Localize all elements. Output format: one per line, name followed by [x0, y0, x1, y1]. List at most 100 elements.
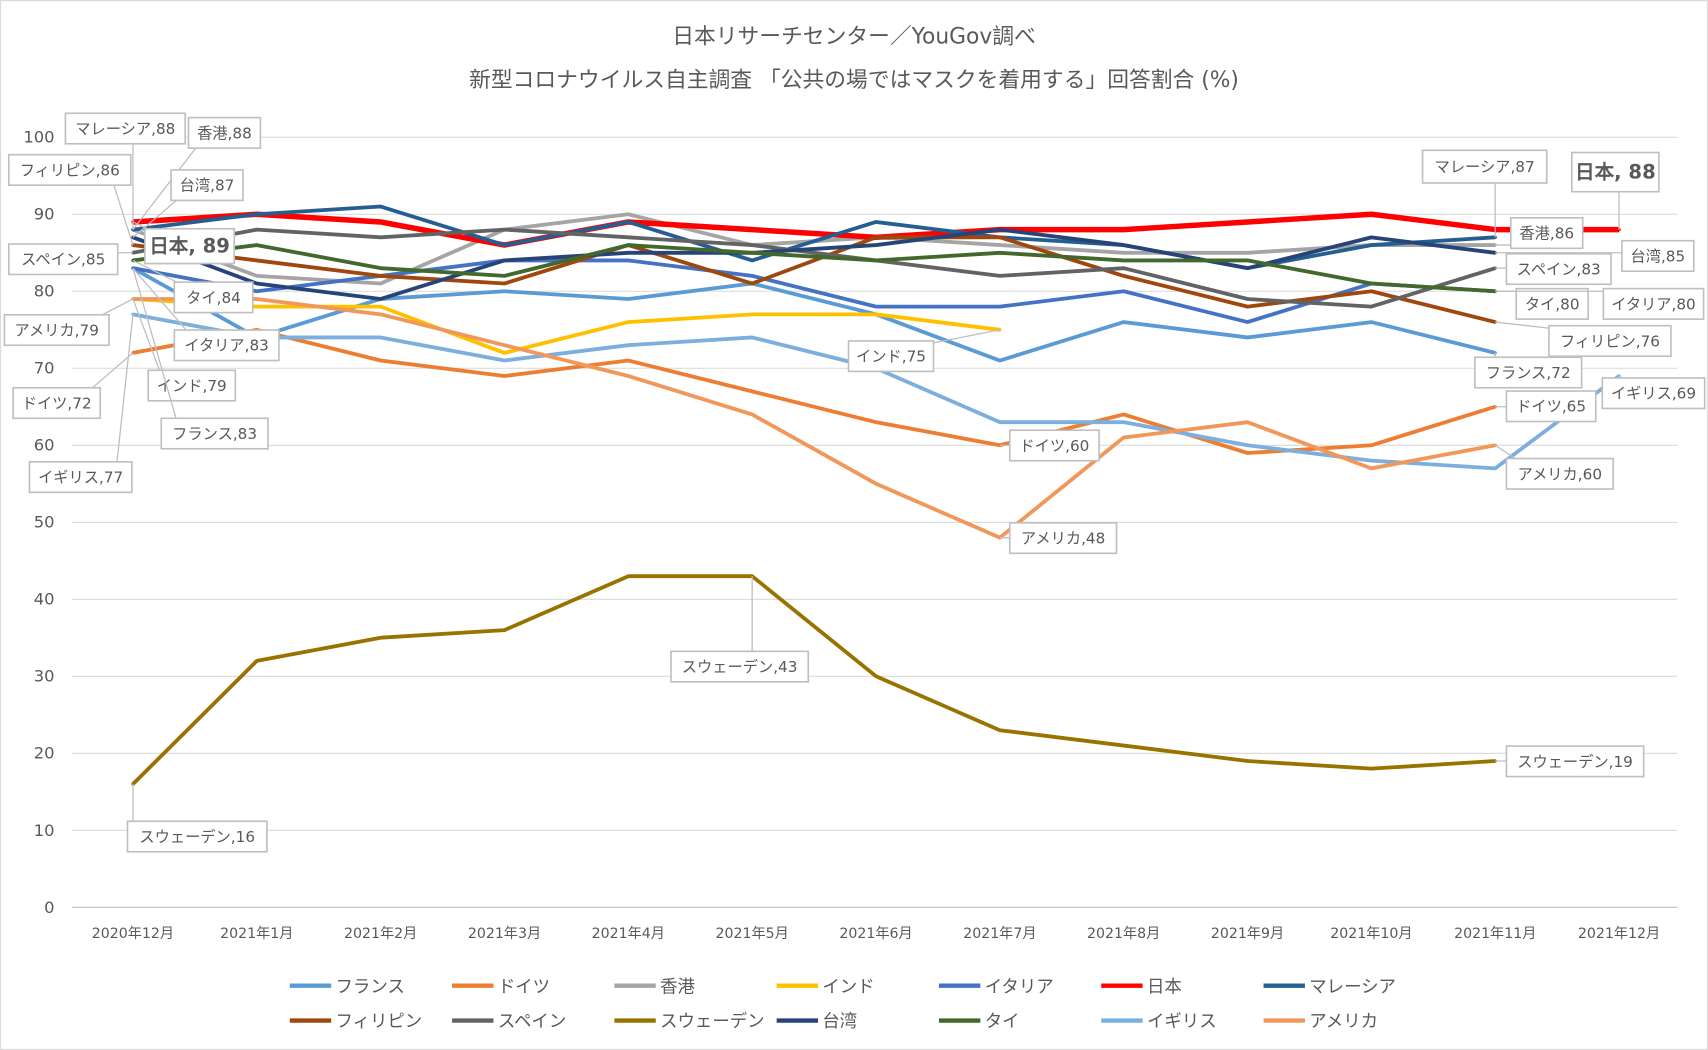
data-label: マレーシア,87: [1421, 149, 1548, 238]
data-point: [378, 636, 383, 640]
label-box: [1505, 745, 1645, 778]
data-label: 日本, 89: [132, 221, 236, 265]
data-point: [626, 358, 630, 363]
label-box: [1509, 217, 1584, 250]
label-box: [1008, 429, 1100, 462]
data-point: [1369, 466, 1374, 471]
data-point: [874, 243, 878, 247]
data-label-text: スウェーデン,19: [1517, 753, 1633, 771]
label-leader-line: [111, 180, 134, 246]
data-label-text: ドイツ,72: [22, 394, 92, 412]
legend-item-2: 香港: [614, 977, 696, 997]
data-point: [1493, 251, 1497, 255]
y-tick-label: 30: [34, 667, 55, 686]
data-label: インド,75: [847, 329, 1000, 373]
data-point: [874, 312, 878, 316]
data-point: [1122, 412, 1126, 417]
legend-label: フィリピン: [336, 1012, 423, 1032]
data-point: [1122, 228, 1126, 232]
data-point: [1493, 289, 1497, 293]
data-label-text: スウェーデン,16: [139, 828, 255, 846]
data-point: [1122, 320, 1126, 324]
data-point: [1245, 320, 1250, 324]
data-label: タイ,80: [1495, 287, 1589, 320]
data-point: [255, 289, 259, 293]
label-box: [1505, 390, 1597, 423]
legend-label: スペイン: [498, 1012, 566, 1032]
data-label: 香港,88: [132, 116, 262, 231]
legend-item-4: イタリア: [938, 977, 1054, 997]
label-box: [12, 386, 102, 420]
data-label: フィリピン,76: [1495, 321, 1672, 357]
data-point: [750, 228, 754, 232]
data-label: タイ,84: [132, 259, 254, 314]
data-point: [626, 220, 630, 224]
legend-item-9: スウェーデン: [614, 1011, 765, 1032]
y-tick-label: 10: [34, 821, 55, 840]
label-box: [173, 281, 254, 314]
data-label: フランス,83: [132, 267, 269, 450]
series-line-11: [132, 243, 1496, 294]
label-leader-line: [115, 314, 134, 467]
data-point: [750, 258, 754, 263]
x-tick-label: 2021年8月: [1087, 926, 1160, 942]
data-point: [1245, 335, 1250, 340]
data-point: [874, 674, 878, 678]
data-point: [626, 297, 630, 301]
data-point: [1369, 767, 1374, 771]
legend-label: ドイツ: [498, 977, 550, 997]
data-point: [750, 251, 754, 255]
data-point: [255, 281, 259, 286]
data-point: [502, 274, 507, 278]
data-point: [998, 728, 1002, 732]
label-box: [144, 227, 236, 265]
data-point: [1493, 405, 1497, 409]
data-point: [1369, 235, 1374, 239]
data-point: [1369, 459, 1374, 463]
data-label-text: イタリア,80: [1611, 295, 1696, 313]
data-point: [1122, 420, 1126, 424]
label-box: [1621, 239, 1695, 273]
x-tick-label: 2021年3月: [468, 926, 541, 942]
data-point: [1493, 466, 1497, 471]
label-leader-line: [132, 267, 178, 424]
data-point: [874, 305, 878, 309]
data-label-text: マレーシア,87: [1435, 158, 1535, 176]
series-line-1: [132, 327, 1496, 455]
data-label-text: 台湾,85: [1630, 247, 1685, 265]
label-box: [1474, 356, 1583, 389]
data-point: [1369, 320, 1374, 324]
label-leader-line: [132, 143, 200, 231]
data-point: [1122, 251, 1126, 255]
x-tick-label: 2021年6月: [839, 926, 912, 942]
data-point: [626, 243, 630, 247]
legend-label: スウェーデン: [660, 1011, 764, 1032]
data-label: アメリカ,79: [3, 298, 134, 347]
label-box: [847, 340, 935, 373]
data-point: [1369, 443, 1374, 447]
y-tick-label: 70: [34, 359, 55, 378]
data-point: [502, 628, 507, 632]
data-point: [998, 274, 1002, 278]
data-point: [378, 274, 383, 278]
label-box: [1505, 457, 1614, 490]
data-point: [502, 258, 507, 263]
y-tick-label: 60: [34, 436, 55, 455]
series-line-3: [132, 297, 1001, 355]
data-point: [1245, 220, 1250, 224]
data-label-text: 日本, 88: [1575, 161, 1656, 184]
chart-subtitle: 新型コロナウイルス自主調査 「公共の場ではマスクを着用する」回答割合 (%): [469, 68, 1239, 93]
data-label-text: ドイツ,60: [1019, 437, 1089, 455]
legend-item-1: ドイツ: [452, 977, 550, 997]
data-point: [502, 343, 507, 347]
data-point: [998, 251, 1002, 255]
data-label-text: インド,75: [856, 348, 926, 366]
data-point: [1245, 258, 1250, 263]
data-point: [1369, 281, 1374, 286]
data-label-text: マレーシア,88: [75, 120, 175, 138]
y-tick-label: 0: [44, 898, 54, 917]
data-label: スウェーデン,19: [1495, 745, 1645, 778]
label-box: [7, 153, 132, 186]
data-point: [378, 312, 383, 316]
